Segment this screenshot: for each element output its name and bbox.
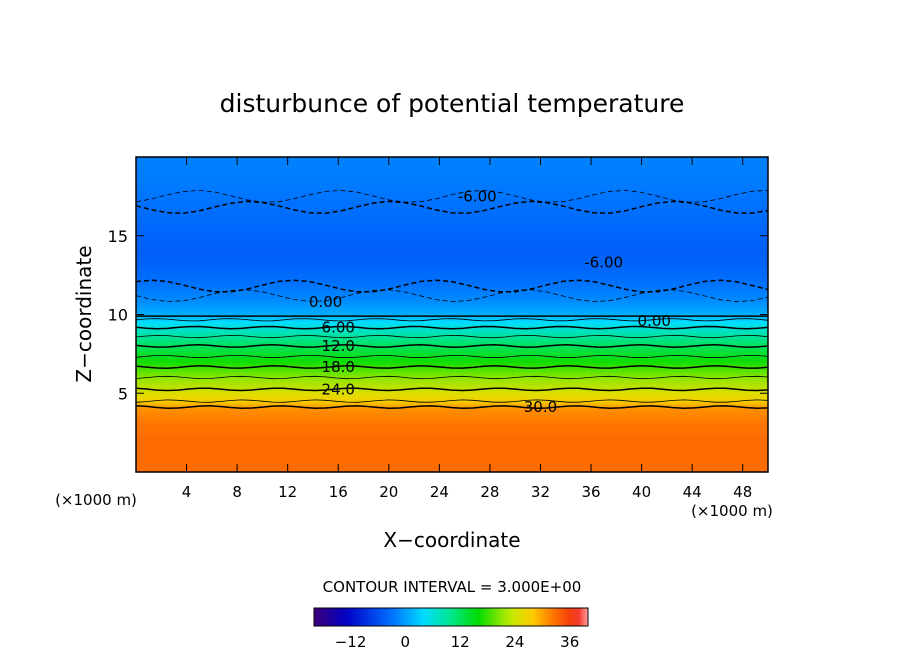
contour-line <box>136 344 768 348</box>
colorbar-tick-label: 36 <box>560 633 579 651</box>
contour-interval-text: CONTOUR INTERVAL = 3.000E+00 <box>323 578 582 596</box>
x-tick-label: 28 <box>480 483 499 501</box>
x-tick-label: 8 <box>232 483 242 501</box>
contour-line <box>136 365 768 369</box>
contour-label: 12.0 <box>322 337 355 355</box>
contour-label: -6.00 <box>458 187 497 205</box>
x-tick-label: 36 <box>581 483 600 501</box>
contour-line <box>136 334 768 339</box>
colorbar-ticks: −12 0 12 24 36 <box>335 633 580 651</box>
contour-line <box>136 399 768 403</box>
x-unit-left: (×1000 m) <box>55 491 137 509</box>
x-tick-label: 12 <box>278 483 297 501</box>
contour-line <box>136 318 768 322</box>
y-tick-label: 5 <box>118 384 128 403</box>
contour-label: 6.00 <box>322 319 355 337</box>
x-unit-right: (×1000 m) <box>691 502 773 520</box>
contour-line-negative <box>136 189 768 203</box>
x-tick-label: 32 <box>531 483 550 501</box>
contour-line <box>136 387 768 392</box>
y-tick-label: 15 <box>108 227 128 246</box>
plot-field <box>136 157 768 472</box>
x-tick-label: 4 <box>182 483 192 501</box>
contour-line-negative <box>136 279 768 293</box>
contour-line <box>136 405 768 409</box>
y-axis-ticks: 5 10 15 <box>108 227 768 403</box>
contour-line-negative <box>136 200 768 214</box>
x-axis-label: X−coordinate <box>383 528 520 552</box>
contour-label: 0.00 <box>638 312 671 330</box>
contour-label: -6.00 <box>584 254 623 272</box>
x-axis-ticks: 4 8 12 16 20 24 28 32 36 40 44 48 <box>182 157 752 501</box>
contour-lines <box>136 189 768 409</box>
contour-line <box>136 354 768 359</box>
x-tick-label: 48 <box>733 483 752 501</box>
x-tick-label: 20 <box>379 483 398 501</box>
contour-line <box>136 325 768 330</box>
colorbar-tick-label: 24 <box>505 633 524 651</box>
x-tick-label: 16 <box>329 483 348 501</box>
chart-title: disturbunce of potential temperature <box>220 89 685 118</box>
contour-label: 18.0 <box>322 358 355 376</box>
colorbar-tick-label: 0 <box>401 633 411 651</box>
x-tick-label: 24 <box>430 483 449 501</box>
contour-label: 0.00 <box>309 293 342 311</box>
y-axis-label: Z−coordinate <box>72 245 96 382</box>
contour-line <box>136 375 768 380</box>
x-tick-label: 44 <box>683 483 702 501</box>
field-background <box>136 157 768 472</box>
colorbar <box>313 607 589 627</box>
contour-label: 30.0 <box>524 398 557 416</box>
x-tick-label: 40 <box>632 483 651 501</box>
contour-label: 24.0 <box>322 380 355 398</box>
colorbar-tick-label: −12 <box>335 633 367 651</box>
colorbar-tick-label: 12 <box>451 633 470 651</box>
y-tick-label: 10 <box>108 306 128 325</box>
